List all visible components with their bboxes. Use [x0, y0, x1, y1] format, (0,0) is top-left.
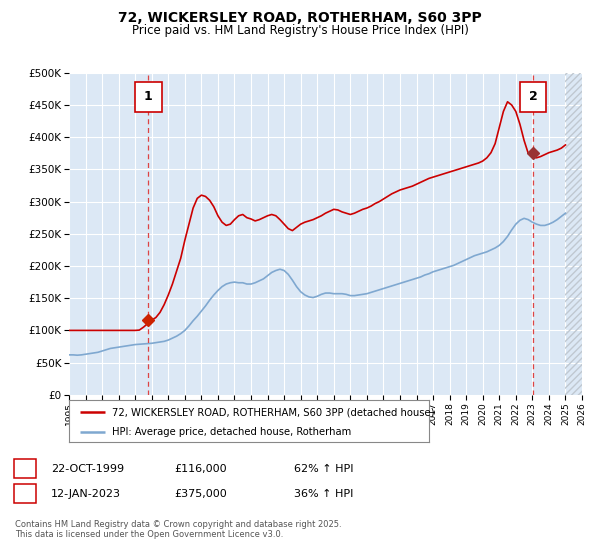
Text: HPI: Average price, detached house, Rotherham: HPI: Average price, detached house, Roth… — [112, 427, 352, 437]
Text: 1: 1 — [21, 462, 29, 475]
Text: 12-JAN-2023: 12-JAN-2023 — [51, 489, 121, 499]
Text: 72, WICKERSLEY ROAD, ROTHERHAM, S60 3PP (detached house): 72, WICKERSLEY ROAD, ROTHERHAM, S60 3PP … — [112, 407, 434, 417]
Text: 1: 1 — [144, 91, 153, 104]
Text: 2: 2 — [529, 91, 538, 104]
Text: Contains HM Land Registry data © Crown copyright and database right 2025.
This d: Contains HM Land Registry data © Crown c… — [15, 520, 341, 539]
Text: Price paid vs. HM Land Registry's House Price Index (HPI): Price paid vs. HM Land Registry's House … — [131, 24, 469, 36]
Text: 36% ↑ HPI: 36% ↑ HPI — [294, 489, 353, 499]
FancyBboxPatch shape — [135, 82, 162, 112]
Text: 2: 2 — [21, 487, 29, 501]
Text: £116,000: £116,000 — [174, 464, 227, 474]
Text: £375,000: £375,000 — [174, 489, 227, 499]
FancyBboxPatch shape — [520, 82, 547, 112]
Bar — [565, 73, 582, 395]
Text: 72, WICKERSLEY ROAD, ROTHERHAM, S60 3PP: 72, WICKERSLEY ROAD, ROTHERHAM, S60 3PP — [118, 11, 482, 25]
Text: 22-OCT-1999: 22-OCT-1999 — [51, 464, 124, 474]
Text: 62% ↑ HPI: 62% ↑ HPI — [294, 464, 353, 474]
